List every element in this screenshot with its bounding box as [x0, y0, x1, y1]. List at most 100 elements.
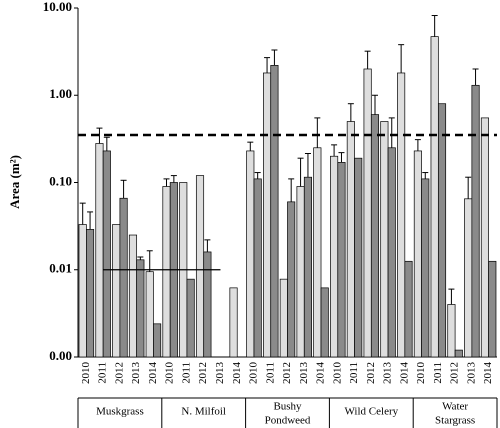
group-label: Muskgrass [96, 406, 144, 418]
bar [330, 155, 339, 358]
error-bar [371, 94, 378, 115]
bar [162, 186, 171, 358]
bar [437, 103, 447, 358]
bar [303, 176, 312, 358]
error-bar [247, 141, 254, 151]
error-bar [204, 239, 211, 252]
error-bar [297, 157, 304, 187]
x-tick-label: 2014 [482, 362, 494, 385]
error-bar [414, 139, 421, 151]
error-bar [120, 179, 127, 199]
bar [397, 72, 406, 358]
bar [229, 287, 238, 358]
error-bar [103, 136, 110, 151]
error-bar [388, 117, 395, 148]
bar [471, 84, 480, 358]
x-tick-label: 2012 [113, 362, 125, 384]
group-label: Bushy [273, 401, 302, 413]
error-bar [87, 211, 94, 230]
bar [279, 278, 288, 358]
x-tick-label: 2012 [365, 362, 377, 384]
error-bar [364, 50, 371, 69]
bar [380, 121, 389, 358]
error-bar [331, 144, 338, 157]
bar [112, 224, 121, 358]
bar [203, 251, 212, 358]
bar [363, 68, 372, 358]
bar [145, 271, 154, 358]
error-bar [271, 49, 278, 66]
bar [488, 260, 497, 358]
bar [263, 72, 272, 358]
x-tick-label: 2011 [97, 362, 109, 384]
x-tick-label: 2013 [382, 362, 394, 385]
x-tick-label: 2013 [214, 362, 226, 385]
x-tick-label: 2010 [415, 362, 427, 385]
error-bar [264, 57, 271, 73]
y-tick-label: 0.10 [49, 173, 72, 188]
bar [102, 150, 111, 358]
error-bar [254, 172, 261, 179]
bar [337, 162, 346, 358]
x-tick-label: 2014 [147, 362, 159, 385]
bar [464, 198, 473, 358]
group-label: Water [442, 401, 468, 413]
y-tick-label: 0.00 [49, 348, 72, 363]
bar [430, 36, 439, 358]
error-bar [347, 103, 354, 122]
bar [346, 121, 355, 358]
y-tick-label: 1.00 [49, 86, 72, 101]
x-tick-label: 2014 [231, 362, 243, 385]
error-bar [304, 152, 311, 178]
group-label: Stargrass [435, 415, 475, 427]
x-tick-label: 2010 [80, 362, 92, 385]
bar [153, 323, 162, 358]
bar [78, 224, 87, 358]
group-label: Pondweed [265, 415, 311, 427]
bar [128, 234, 138, 358]
x-tick-label: 2011 [432, 362, 444, 384]
error-bar [137, 256, 144, 260]
bar [447, 304, 456, 358]
x-tick-label: 2010 [331, 362, 343, 385]
bar [296, 186, 305, 358]
error-bar [448, 288, 455, 305]
x-tick-label: 2011 [348, 362, 360, 384]
bar [370, 114, 380, 358]
bar [454, 349, 463, 358]
bar [186, 278, 195, 358]
bar [421, 178, 430, 358]
error-bar [422, 172, 429, 179]
bar [404, 260, 413, 358]
error-bar [338, 152, 345, 163]
group-label: Wild Celery [344, 406, 398, 418]
x-tick-label: 2010 [248, 362, 260, 385]
bar [313, 147, 322, 358]
x-tick-label: 2013 [298, 362, 310, 385]
x-tick-label: 2010 [164, 362, 176, 385]
x-tick-label: 2012 [197, 362, 209, 384]
bar [136, 259, 145, 358]
x-tick-label: 2011 [264, 362, 276, 384]
x-tick-label: 2014 [398, 362, 410, 385]
bar [480, 117, 489, 358]
error-bar [465, 176, 472, 199]
error-bar [163, 178, 170, 187]
bar [320, 287, 329, 358]
error-bar [288, 178, 295, 202]
error-bar [170, 175, 177, 183]
x-tick-label: 2013 [130, 362, 142, 385]
bar [95, 143, 104, 358]
y-axis-label: Area (m²) [7, 155, 22, 209]
bar [253, 178, 262, 358]
x-tick-label: 2014 [315, 362, 327, 385]
error-bar [431, 15, 438, 37]
bar [195, 175, 205, 358]
error-bar [472, 68, 479, 86]
bar [119, 197, 128, 358]
bar [287, 201, 296, 358]
error-bar [146, 250, 153, 272]
bar [86, 229, 95, 358]
error-bar [314, 117, 321, 148]
